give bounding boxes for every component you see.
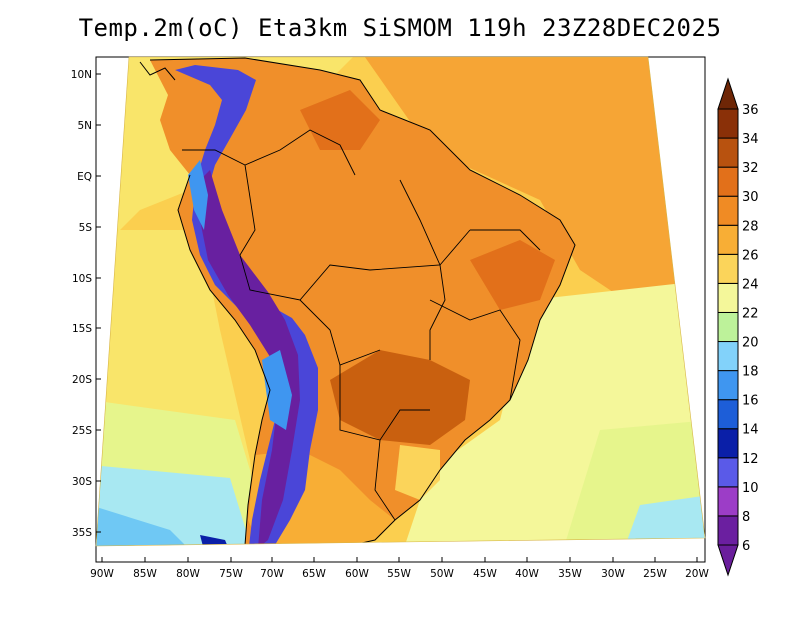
lon-label: 75W [219, 568, 243, 580]
colorbar-under-arrow [717, 544, 739, 577]
colorbar-label: 36 [742, 103, 759, 118]
boundary-central-brazil [429, 264, 446, 360]
lon-label: 40W [515, 568, 539, 580]
lat-label: 15S [72, 323, 92, 335]
lat-label: 5N [77, 120, 92, 132]
lon-label: 25W [643, 568, 667, 580]
colorbar-label: 18 [742, 365, 759, 380]
colorbar-swatch [717, 341, 739, 372]
lon-label: 60W [345, 568, 369, 580]
latitude-axis: 10N 5N EQ 5S 10S 15S 20S 25S 30S 35S [71, 69, 101, 539]
lon-label: 45W [473, 568, 497, 580]
lon-label: 55W [387, 568, 411, 580]
lon-label: 90W [90, 568, 114, 580]
coastline-atlantic [149, 57, 576, 546]
boundary-brazil-states [429, 299, 521, 401]
lat-label: 30S [72, 476, 92, 488]
colorbar-swatch [717, 282, 739, 313]
colorbar-label: 32 [742, 161, 759, 176]
colorbar-label: 6 [742, 539, 750, 554]
colorbar-labels: 6 8 10 12 14 16 18 20 22 24 26 28 30 32 34 36 [742, 103, 759, 554]
colorbar-swatch [717, 370, 739, 401]
colorbar-swatch [717, 399, 739, 430]
colorbar-label: 16 [742, 394, 759, 409]
political-boundaries [182, 129, 541, 521]
lon-label: 65W [302, 568, 326, 580]
colorbar-swatch [717, 486, 739, 517]
colorbar-swatch [717, 108, 739, 139]
lat-label: 35S [72, 527, 92, 539]
land-south-america [150, 58, 575, 546]
colorbar-swatches [717, 108, 739, 546]
colorbar-label: 28 [742, 219, 759, 234]
colorbar-label: 20 [742, 336, 759, 351]
map-domain [96, 57, 705, 546]
lat-label: 5S [79, 222, 93, 234]
andes-high-peaks [200, 170, 300, 546]
lon-label: 35W [558, 568, 582, 580]
lat-label: EQ [77, 171, 92, 183]
lat-label: 10N [71, 69, 92, 81]
boundary-argentina-uruguay [374, 439, 396, 521]
andes-altiplano [262, 350, 292, 430]
colorbar-swatch [717, 166, 739, 197]
colorbar-swatch [717, 224, 739, 255]
longitude-axis: 90W 85W 80W 75W 70W 65W 60W 55W 50W 45W … [90, 557, 709, 580]
land-hot-northeast [470, 240, 555, 310]
lon-label: 50W [430, 568, 454, 580]
colorbar-swatch [717, 253, 739, 284]
colorbar-swatch [717, 515, 739, 546]
lon-label: 80W [176, 568, 200, 580]
boundary-para [399, 179, 441, 266]
colorbar-label: 26 [742, 248, 759, 263]
lon-label: 70W [260, 568, 284, 580]
andes-north-edge [188, 160, 208, 230]
model-domain-edge [95, 56, 706, 547]
boundary-colombia-venezuela [182, 129, 356, 176]
colorbar-swatch [717, 137, 739, 168]
boundary-bolivia [299, 299, 381, 366]
colorbar-swatch [717, 195, 739, 226]
land-very-hot-chaco [330, 350, 470, 445]
boundary-northeast [470, 229, 541, 251]
colorbar-over-arrow [717, 77, 739, 110]
lon-label: 30W [601, 568, 625, 580]
colorbar: 6 8 10 12 14 16 18 20 22 24 26 28 30 32 34 36 [717, 77, 759, 577]
coastline-central-america [139, 61, 176, 81]
lon-label: 85W [133, 568, 157, 580]
colorbar-swatch [717, 311, 739, 343]
ocean-pacific-colder [96, 505, 200, 546]
lon-label: 20W [685, 568, 709, 580]
colorbar-label: 10 [742, 481, 759, 496]
lat-label: 20S [72, 374, 92, 386]
ocean-atlantic-north [360, 57, 705, 330]
colorbar-label: 34 [742, 132, 759, 147]
colorbar-label: 12 [742, 452, 759, 467]
lat-label: 25S [72, 425, 92, 437]
colorbar-label: 8 [742, 510, 750, 525]
colorbar-label: 22 [742, 306, 759, 321]
lat-label: 10S [72, 273, 92, 285]
colorbar-label: 24 [742, 277, 759, 292]
colorbar-label: 30 [742, 190, 759, 205]
map-title: Temp.2m(oC) Eta3km SiSMOM 119h 23Z28DEC2… [78, 14, 722, 42]
colorbar-swatch [717, 457, 739, 488]
colorbar-swatch [717, 428, 739, 459]
coastline-pacific [177, 174, 271, 546]
colorbar-label: 14 [742, 423, 759, 438]
